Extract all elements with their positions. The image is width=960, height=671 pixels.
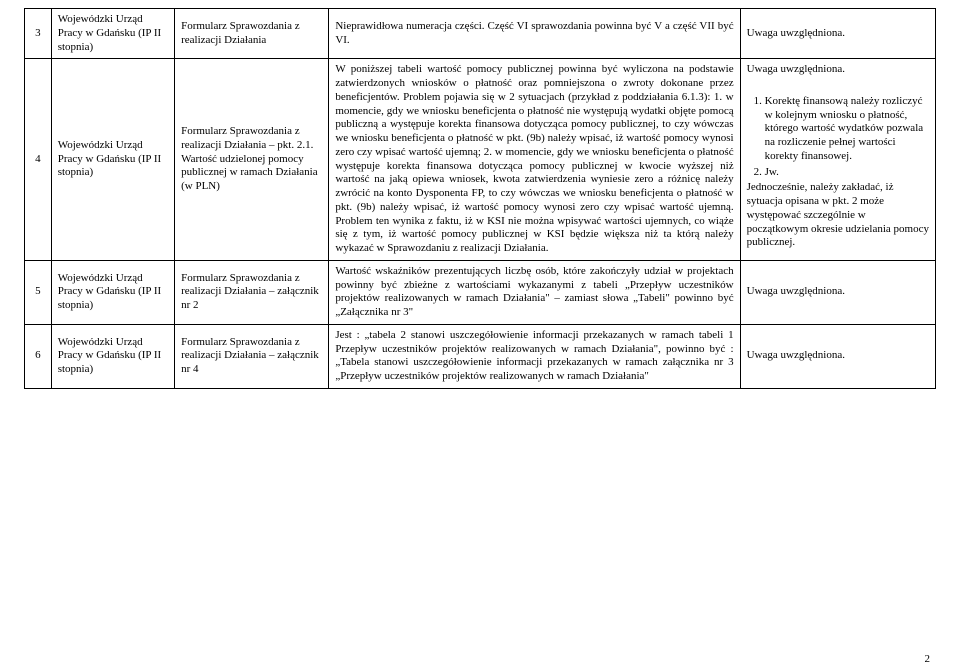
form-cell: Formularz Sprawozdania z realizacji Dzia… [175,324,329,388]
note-intro: Uwaga uwzględniona. [747,63,929,77]
report-table: 3 Wojewódzki Urząd Pracy w Gdańsku (IP I… [24,8,936,389]
table-row: 6 Wojewódzki Urząd Pracy w Gdańsku (IP I… [25,324,936,388]
note-cell: Uwaga uwzględniona. [740,260,935,324]
note-cell: Uwaga uwzględniona. [740,324,935,388]
content-cell: Jest : „tabela 2 stanowi uszczegółowieni… [329,324,740,388]
org-cell: Wojewódzki Urząd Pracy w Gdańsku (IP II … [51,9,174,59]
row-number: 6 [25,324,52,388]
table-row: 5 Wojewódzki Urząd Pracy w Gdańsku (IP I… [25,260,936,324]
form-cell: Formularz Sprawozdania z realizacji Dzia… [175,9,329,59]
row-number: 5 [25,260,52,324]
form-cell: Formularz Sprawozdania z realizacji Dzia… [175,260,329,324]
row-number: 3 [25,9,52,59]
table-row: 3 Wojewódzki Urząd Pracy w Gdańsku (IP I… [25,9,936,59]
note-list-item: Jw. [765,166,929,180]
page-number: 2 [925,653,931,665]
table-row: 4 Wojewódzki Urząd Pracy w Gdańsku (IP I… [25,59,936,261]
content-cell: W poniższej tabeli wartość pomocy public… [329,59,740,261]
note-tail: Jednocześnie, należy zakładać, iż sytuac… [747,181,929,250]
org-cell: Wojewódzki Urząd Pracy w Gdańsku (IP II … [51,59,174,261]
org-cell: Wojewódzki Urząd Pracy w Gdańsku (IP II … [51,324,174,388]
note-cell: Uwaga uwzględniona. [740,9,935,59]
content-cell: Nieprawidłowa numeracja części. Część VI… [329,9,740,59]
note-list-item: Korektę finansową należy rozliczyć w kol… [765,95,929,164]
note-cell: Uwaga uwzględniona. Korektę finansową na… [740,59,935,261]
note-list: Korektę finansową należy rozliczyć w kol… [747,95,929,180]
row-number: 4 [25,59,52,261]
form-cell: Formularz Sprawozdania z realizacji Dzia… [175,59,329,261]
content-cell: Wartość wskaźników prezentujących liczbę… [329,260,740,324]
org-cell: Wojewódzki Urząd Pracy w Gdańsku (IP II … [51,260,174,324]
